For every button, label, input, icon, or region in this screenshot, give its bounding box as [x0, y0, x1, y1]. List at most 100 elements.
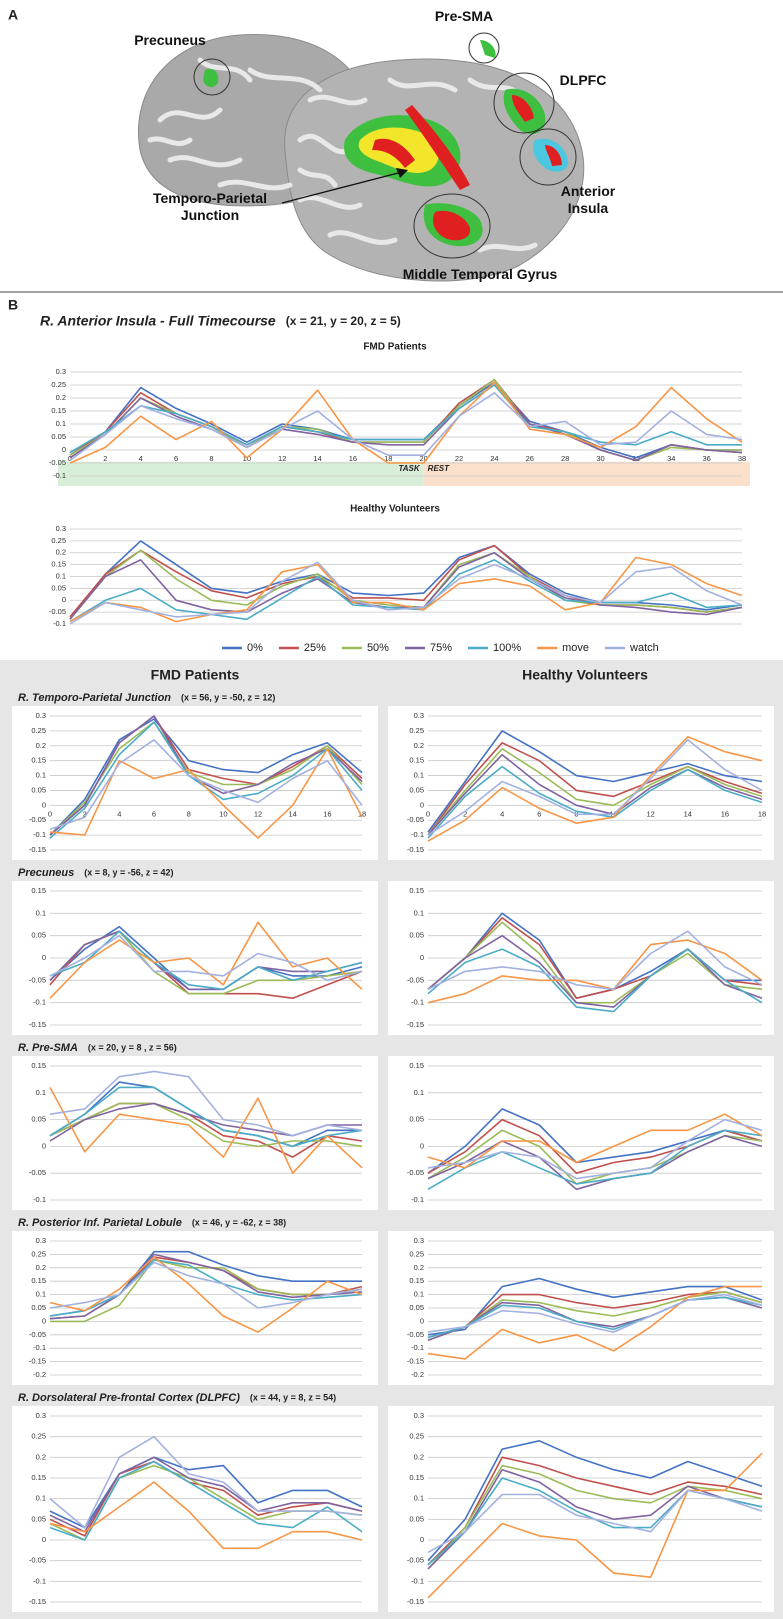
- y-tick-label: 0: [42, 1316, 46, 1325]
- y-tick-label: 0: [420, 1141, 424, 1150]
- y-tick-label: 0.15: [51, 560, 66, 569]
- x-tick-label: 8: [209, 454, 213, 463]
- y-tick-label: -0.05: [407, 1168, 424, 1177]
- y-tick-label: -0.1: [33, 998, 46, 1007]
- column-header: Healthy Volunteers: [522, 667, 648, 683]
- region-label: Anterior Insula: [548, 183, 628, 217]
- y-tick-label: -0.05: [49, 607, 66, 616]
- y-tick-label: 0.25: [51, 380, 66, 389]
- y-tick-label: -0.15: [407, 845, 424, 854]
- y-tick-label: -0.15: [407, 1020, 424, 1029]
- legend-label: 50%: [367, 642, 389, 654]
- y-tick-label: 0.15: [31, 1276, 46, 1285]
- y-tick-label: 0.1: [414, 771, 424, 780]
- y-tick-label: 0.05: [409, 785, 424, 794]
- y-tick-label: -0.1: [411, 1195, 424, 1204]
- x-tick-label: 26: [526, 454, 534, 463]
- y-tick-label: 0.05: [51, 583, 66, 592]
- y-tick-label: 0.2: [414, 1452, 424, 1461]
- y-tick-label: -0.05: [407, 815, 424, 824]
- legend-label: 0%: [247, 642, 263, 654]
- x-tick-label: 16: [349, 454, 357, 463]
- y-tick-label: 0.15: [51, 406, 66, 415]
- y-tick-label: -0.1: [33, 1195, 46, 1204]
- y-tick-label: 0.05: [31, 785, 46, 794]
- y-tick-label: -0.1: [411, 1343, 424, 1352]
- y-tick-label: -0.15: [29, 845, 46, 854]
- x-tick-label: 12: [646, 809, 654, 818]
- y-tick-label: 0.15: [31, 886, 46, 895]
- y-tick-label: 0.05: [409, 1303, 424, 1312]
- y-tick-label: 0.1: [36, 1290, 46, 1299]
- x-tick-label: 0: [426, 809, 430, 818]
- x-tick-label: 18: [758, 809, 766, 818]
- y-tick-label: 0.1: [414, 1494, 424, 1503]
- phase-label: REST: [428, 464, 450, 473]
- y-tick-label: 0.15: [31, 756, 46, 765]
- y-tick-label: 0.05: [409, 1514, 424, 1523]
- y-tick-label: -0.15: [407, 1357, 424, 1366]
- y-tick-label: 0: [42, 800, 46, 809]
- region-label: Precuneus: [120, 32, 220, 49]
- y-tick-label: 0.1: [36, 1088, 46, 1097]
- y-tick-label: -0.1: [411, 998, 424, 1007]
- x-tick-label: 4: [500, 809, 504, 818]
- y-tick-label: 0.3: [56, 524, 66, 533]
- y-tick-label: 0.2: [36, 741, 46, 750]
- y-tick-label: 0: [42, 1141, 46, 1150]
- y-tick-label: -0.05: [407, 1330, 424, 1339]
- y-tick-label: 0.15: [409, 1276, 424, 1285]
- y-tick-label: 0.1: [36, 771, 46, 780]
- y-tick-label: 0.3: [414, 1236, 424, 1245]
- y-tick-label: 0.05: [31, 1115, 46, 1124]
- y-tick-label: 0.15: [409, 886, 424, 895]
- y-tick-label: 0.2: [36, 1452, 46, 1461]
- y-tick-label: 0.25: [409, 726, 424, 735]
- region-label: Middle Temporal Gyrus: [380, 266, 580, 283]
- y-tick-label: 0.25: [409, 1249, 424, 1258]
- chart-subtitle: FMD Patients: [363, 342, 427, 353]
- x-tick-label: 4: [139, 454, 143, 463]
- y-tick-label: 0.15: [409, 1473, 424, 1482]
- y-tick-label: 0.3: [56, 367, 66, 376]
- page: A B FMD Patients Healthy Volunteers R. A…: [0, 0, 783, 1619]
- y-tick-label: -0.05: [29, 1168, 46, 1177]
- y-tick-label: 0: [420, 953, 424, 962]
- y-tick-label: -0.1: [411, 830, 424, 839]
- y-tick-label: 0.05: [31, 1514, 46, 1523]
- x-tick-label: 0: [48, 809, 52, 818]
- chart-subtitle: Healthy Volunteers: [350, 504, 440, 515]
- y-tick-label: 0.3: [36, 1236, 46, 1245]
- x-tick-label: 24: [490, 454, 498, 463]
- y-tick-label: -0.05: [407, 1556, 424, 1565]
- region-label: Pre-SMA: [424, 8, 504, 25]
- y-tick-label: 0.25: [31, 1432, 46, 1441]
- legend-label: watch: [629, 642, 659, 654]
- y-tick-label: -0.1: [33, 1343, 46, 1352]
- x-tick-label: 38: [738, 454, 746, 463]
- y-tick-label: 0.3: [36, 711, 46, 720]
- x-tick-label: 2: [103, 454, 107, 463]
- y-tick-label: 0.1: [414, 908, 424, 917]
- legend-label: move: [562, 642, 589, 654]
- y-tick-label: -0.05: [407, 975, 424, 984]
- chart-title: R. Pre-SMA: [18, 1042, 78, 1054]
- y-tick-label: 0.2: [36, 1263, 46, 1272]
- y-tick-label: 0.3: [36, 1411, 46, 1420]
- phase-band: [424, 462, 750, 486]
- chart-coordinates: (x = 46, y = -62, z = 38): [192, 1217, 286, 1227]
- y-tick-label: -0.1: [33, 830, 46, 839]
- region-label: Temporo-Parietal Junction: [130, 190, 290, 224]
- panel-label: A: [8, 7, 18, 23]
- y-tick-label: -0.15: [29, 1357, 46, 1366]
- y-tick-label: -0.05: [29, 1556, 46, 1565]
- phase-band: [58, 462, 424, 486]
- chart-title: Precuneus: [18, 867, 74, 879]
- y-tick-label: 0.15: [409, 756, 424, 765]
- chart-coordinates: (x = 20, y = 8 , z = 56): [88, 1042, 177, 1052]
- y-tick-label: 0.1: [56, 571, 66, 580]
- x-tick-label: 6: [174, 454, 178, 463]
- y-tick-label: 0.1: [56, 419, 66, 428]
- y-tick-label: 0.1: [414, 1290, 424, 1299]
- x-tick-label: 16: [323, 809, 331, 818]
